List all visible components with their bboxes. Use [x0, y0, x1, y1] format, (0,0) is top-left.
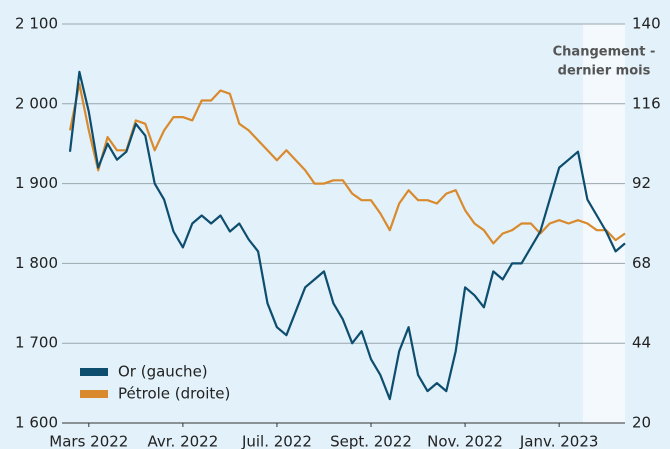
legend-label: Or (gauche)	[118, 363, 208, 381]
legend-label: Pétrole (droite)	[118, 385, 230, 403]
y2-tick-label: 116	[632, 94, 661, 112]
y-tick-label: 1 700	[15, 334, 58, 352]
x-tick-label: Sept. 2022	[330, 433, 412, 449]
x-tick-label: Janv. 2023	[519, 433, 599, 449]
y-tick-label: 2 000	[15, 94, 58, 112]
y-tick-label: 2 100	[15, 15, 58, 33]
y2-tick-label: 20	[632, 414, 651, 432]
legend-swatch	[80, 368, 108, 376]
series-line	[68, 70, 626, 401]
x-tick-label: Avr. 2022	[147, 433, 218, 449]
series-line	[68, 82, 626, 245]
y2-tick-label: 44	[632, 334, 651, 352]
x-tick-label: Nov. 2022	[427, 433, 503, 449]
y-tick-label: 1 800	[15, 254, 58, 272]
y-tick-label: 1 900	[15, 174, 58, 192]
y2-tick-label: 140	[632, 15, 661, 33]
annotation: Changement -	[553, 45, 656, 60]
x-tick-label: Mars 2022	[49, 433, 128, 449]
y-tick-label: 1 600	[15, 414, 58, 432]
x-tick-label: Juil. 2022	[241, 433, 312, 449]
legend-swatch	[80, 390, 108, 398]
y2-tick-label: 92	[632, 174, 651, 192]
annotation: dernier mois	[558, 64, 651, 79]
y2-tick-label: 68	[632, 254, 651, 272]
highlight-band	[583, 24, 625, 423]
